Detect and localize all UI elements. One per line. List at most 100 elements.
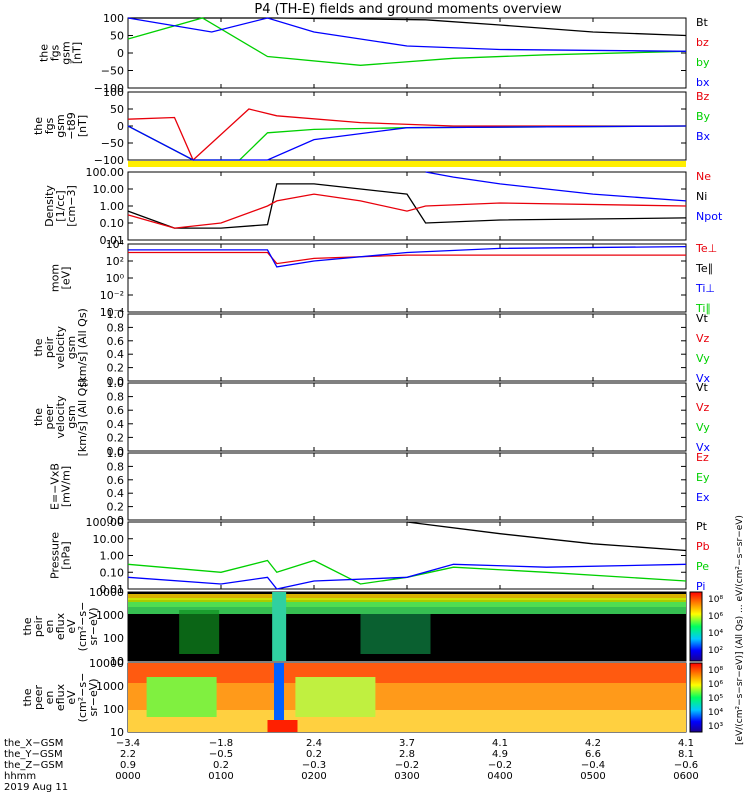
colorbar-tick-label: 10⁶ xyxy=(708,680,723,690)
y-tick-label: 0.4 xyxy=(107,418,125,431)
y-axis-label-efield: E=−VxB[mV/m] xyxy=(49,463,73,510)
legend-efield: Ez xyxy=(696,451,709,464)
y-tick-label: 0.10 xyxy=(100,217,125,230)
y-tick-label: 10⁴ xyxy=(106,238,125,251)
peir-patch xyxy=(360,614,431,654)
y-axis-label-line: eflux xyxy=(54,612,67,640)
y-axis-label-line: gsm xyxy=(65,405,78,428)
footer-value: −1.8 xyxy=(209,738,233,749)
y-tick-label: 0.10 xyxy=(100,566,125,579)
peir-band xyxy=(128,602,686,614)
series-temperature-Te⊥ xyxy=(128,251,686,265)
y-tick-label: 10⁻² xyxy=(100,289,124,302)
y-tick-label: 100 xyxy=(103,632,124,645)
peir-burst xyxy=(272,592,287,661)
y-axis-label-temperature: mom[eV] xyxy=(49,264,73,292)
footer-value: 0.2 xyxy=(306,749,322,760)
y-axis-label-line: [km/s] (All Qs) xyxy=(76,308,89,387)
footer-value: 4.2 xyxy=(585,738,601,749)
footer-value: 0300 xyxy=(394,771,419,782)
panel-frame-temperature xyxy=(127,243,687,313)
legend-peir-velocity: Vx xyxy=(696,372,711,385)
footer-ephemeris: the_X−GSM −3.4 −1.8 2.4 3.7 4.1 4.2 4.1 the_Y−GS… xyxy=(4,738,699,793)
y-tick-label: 0.2 xyxy=(107,431,125,444)
footer-value: 8.1 xyxy=(678,749,694,760)
y-tick-label: 100 xyxy=(103,86,124,99)
peer-patch xyxy=(146,677,217,717)
footer-row-label: the_Y−GSM xyxy=(4,749,63,760)
footer-value: 2.4 xyxy=(306,738,322,749)
y-tick-label: −50 xyxy=(101,137,124,150)
peer-patch xyxy=(295,677,376,717)
y-axis-label-line: (cm²−s− xyxy=(76,602,89,652)
y-tick-label: 10000 xyxy=(89,657,124,670)
legend-pressure: Pb xyxy=(696,540,710,553)
y-tick-label: −50 xyxy=(101,65,124,78)
y-tick-label: 0.2 xyxy=(107,501,125,514)
y-tick-label: 0.8 xyxy=(107,321,125,334)
y-tick-label: 100 xyxy=(103,12,124,25)
y-tick-label: 10.00 xyxy=(93,533,125,546)
y-axis-label-line: the xyxy=(38,44,51,62)
y-axis-label-line: the xyxy=(21,617,34,635)
y-tick-label: 0.01 xyxy=(100,583,125,596)
footer-row-label: the_X−GSM xyxy=(4,738,63,749)
series-pressure-Pt xyxy=(406,521,687,552)
panel-frame-peir-velocity xyxy=(127,313,687,382)
y-tick-label: 1000 xyxy=(96,609,124,622)
y-tick-label: 1.0 xyxy=(107,377,125,390)
y-axis-label-line: eV xyxy=(65,619,78,634)
peir-band xyxy=(128,594,686,600)
y-axis-label-line: gsm xyxy=(60,41,73,64)
y-tick-label: 0.0 xyxy=(107,514,125,527)
footer-row-label: the_Z−GSM xyxy=(4,760,63,771)
y-tick-label: 0.6 xyxy=(107,474,125,487)
y-axis-label-line: peer xyxy=(32,685,45,711)
y-axis-label-line: en xyxy=(43,691,56,705)
y-tick-label: 10 xyxy=(110,726,124,739)
y-tick-label: 100 xyxy=(103,703,124,716)
panel-frame-peer-velocity xyxy=(127,382,687,452)
y-tick-label: 1000 xyxy=(96,680,124,693)
colorbar-upper xyxy=(689,591,703,662)
panel-frame-pressure xyxy=(127,521,687,590)
y-axis-label-line: [nT] xyxy=(71,42,84,64)
y-axis-label-line: [1/cc] xyxy=(54,190,67,221)
y-tick-label: 10 xyxy=(110,655,124,668)
y-tick-label: 1.00 xyxy=(100,550,125,563)
y-axis-label-line: mom xyxy=(49,264,62,292)
y-axis-label-line: the xyxy=(21,688,34,706)
series-fgs-gsm-by xyxy=(127,17,687,66)
y-axis-label-line: peer xyxy=(43,404,56,430)
colorbar-tick-label: 10⁶ xyxy=(708,612,723,622)
panel-labels: 10⁸ 10⁶ 10⁴ 10² 10⁸ 10⁶ 10⁵ 10⁴ 10³ [eV/(cm²−s−sr… xyxy=(21,12,745,745)
panel-frame-density xyxy=(127,171,687,241)
y-tick-label: 10.00 xyxy=(93,183,125,196)
y-tick-label: 100.00 xyxy=(86,166,125,179)
peer-band xyxy=(128,663,686,683)
series-fgs-gsm-Bt xyxy=(128,17,687,37)
colorbar-tick-label: 10⁸ xyxy=(708,666,723,676)
footer-value: 0100 xyxy=(208,771,233,782)
y-axis-label-line: [cm−3] xyxy=(65,185,78,227)
legend-temperature: Te∥ xyxy=(695,262,713,275)
series-pressure-Pi xyxy=(127,563,687,590)
y-axis-label-line: gsm xyxy=(65,336,78,359)
legend-fgs-gsm: Bt xyxy=(696,16,709,29)
panel-plots xyxy=(127,17,687,732)
y-axis-label-line: −t89 xyxy=(65,112,78,140)
colorbar-label: [eV/(cm²−s−sr−eV)] (All Qs) ... eV/(cm²−… xyxy=(735,515,745,745)
legend-pressure: Pe xyxy=(696,560,709,573)
y-axis-label-line: [km/s] (All Qs) xyxy=(76,378,89,457)
y-axis-label-line: velocity xyxy=(54,326,67,369)
footer-value: 3.7 xyxy=(399,738,415,749)
legend-peer-velocity: Vz xyxy=(696,401,710,414)
footer-value: 4.1 xyxy=(678,738,694,749)
y-axis-label-line: E=−VxB xyxy=(49,463,62,510)
series-fgs-gsm-t89-Bx xyxy=(127,125,687,161)
legend-peer-velocity: Vt xyxy=(696,381,709,394)
